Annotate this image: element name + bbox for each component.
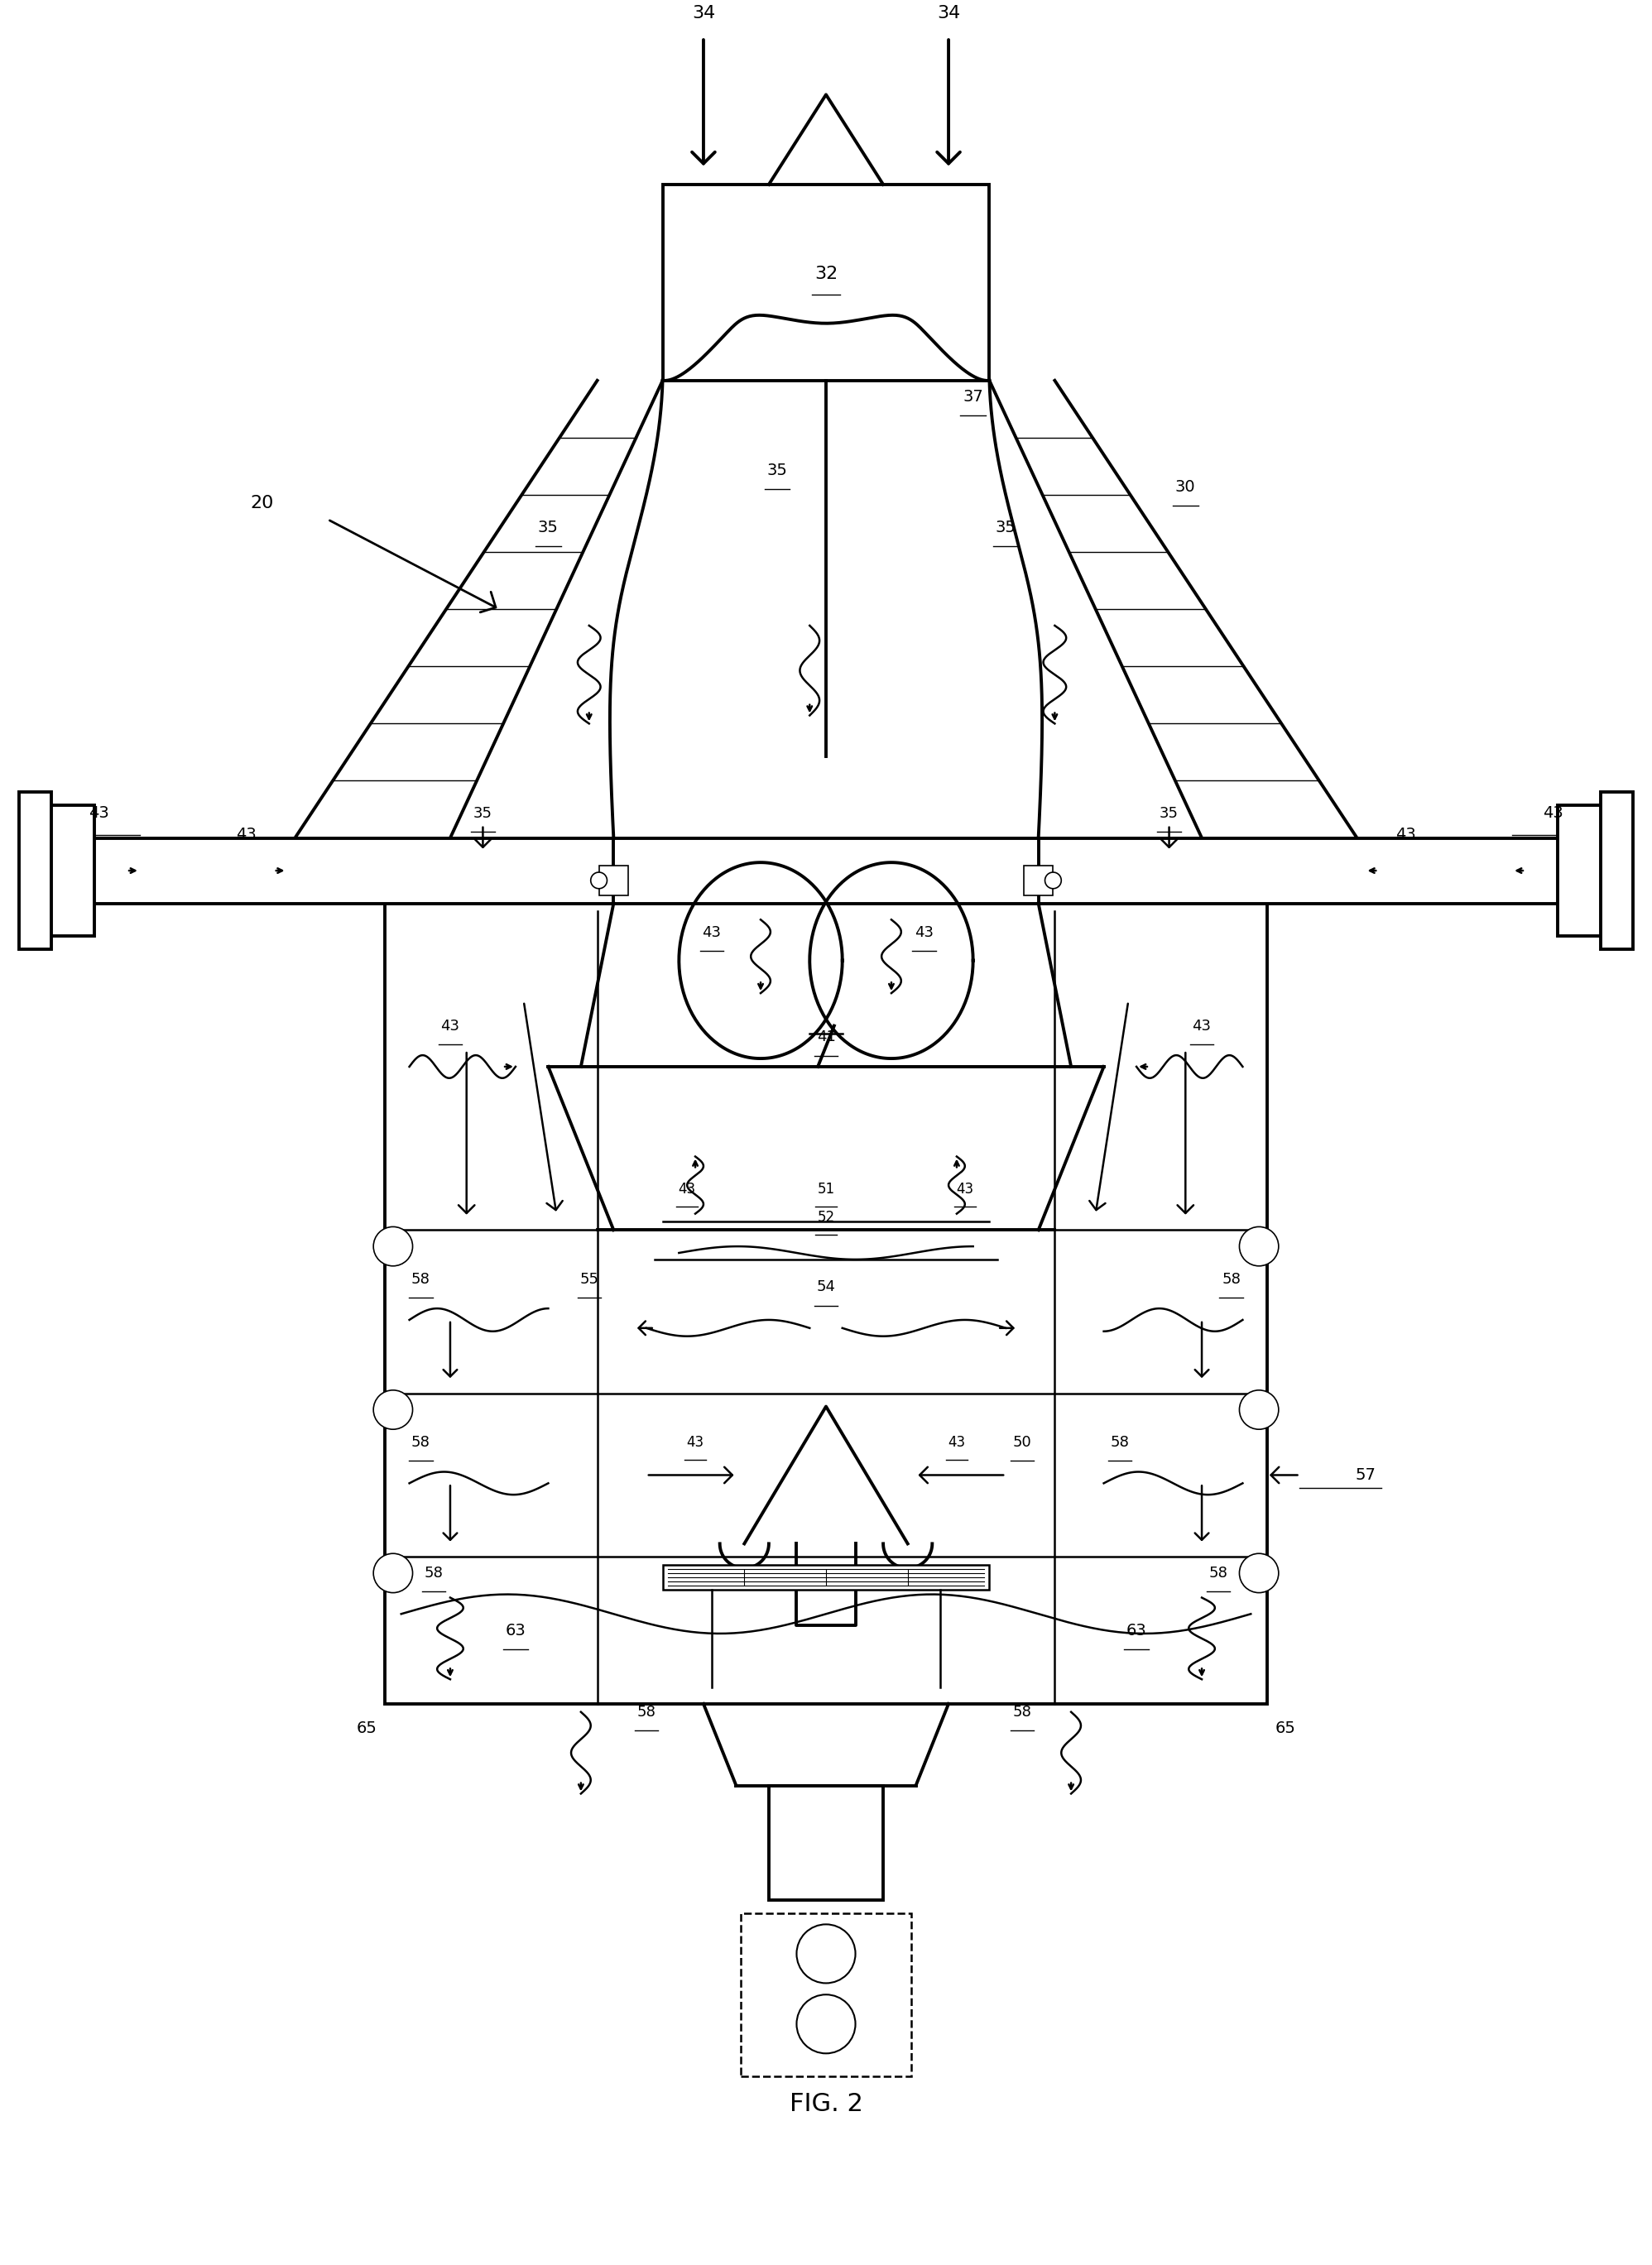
Text: 54: 54	[816, 1280, 836, 1296]
Circle shape	[796, 1995, 856, 2054]
Text: 58: 58	[1013, 1706, 1031, 1719]
Text: 43: 43	[679, 1182, 695, 1196]
Text: 37: 37	[963, 390, 983, 405]
Bar	[662, 183, 990, 381]
Text: 58: 58	[425, 1565, 443, 1581]
Bar	[18, 793, 51, 949]
Text: 43: 43	[236, 827, 256, 843]
Circle shape	[796, 1925, 856, 1984]
Text: 35: 35	[539, 519, 558, 535]
Circle shape	[373, 1391, 413, 1429]
Text: 41: 41	[816, 1031, 836, 1044]
Text: 63: 63	[1127, 1622, 1146, 1638]
Text: 43: 43	[957, 1182, 973, 1196]
Text: 51: 51	[818, 1182, 834, 1196]
Text: 58: 58	[411, 1436, 430, 1450]
Circle shape	[373, 1228, 413, 1266]
Bar	[91, 838, 613, 904]
Bar	[1039, 838, 1561, 904]
Text: 58: 58	[1110, 1436, 1130, 1450]
Circle shape	[1239, 1228, 1279, 1266]
Text: 65: 65	[1275, 1721, 1295, 1737]
Text: 35: 35	[996, 519, 1016, 535]
Text: 43: 43	[1193, 1019, 1211, 1033]
Text: 43: 43	[89, 806, 109, 822]
Bar	[1601, 793, 1634, 949]
Text: 34: 34	[692, 5, 715, 20]
Text: 52: 52	[818, 1210, 834, 1225]
Text: 43: 43	[441, 1019, 459, 1033]
Text: 35: 35	[1160, 806, 1178, 820]
Text: 50: 50	[1013, 1436, 1031, 1450]
Text: 43: 43	[1396, 827, 1416, 843]
Circle shape	[373, 1554, 413, 1592]
Text: 65: 65	[357, 1721, 377, 1737]
Text: 43: 43	[948, 1436, 965, 1450]
Text: 58: 58	[636, 1706, 656, 1719]
Text: 43: 43	[915, 924, 933, 940]
Bar	[600, 865, 628, 895]
Text: 58: 58	[411, 1271, 430, 1287]
Text: 43: 43	[702, 924, 722, 940]
Bar	[1024, 865, 1052, 895]
Text: 32: 32	[814, 265, 838, 283]
Text: 34: 34	[937, 5, 960, 20]
Bar	[385, 904, 1267, 1703]
Bar	[1558, 806, 1611, 935]
Circle shape	[591, 872, 606, 888]
Text: 58: 58	[1222, 1271, 1241, 1287]
Text: 55: 55	[580, 1271, 598, 1287]
Circle shape	[1239, 1554, 1279, 1592]
Bar	[662, 1565, 990, 1590]
Bar	[742, 1914, 910, 2077]
Text: 63: 63	[506, 1622, 525, 1638]
Text: 35: 35	[767, 462, 788, 478]
Circle shape	[1046, 872, 1061, 888]
Text: 57: 57	[1355, 1468, 1376, 1484]
Circle shape	[1239, 1391, 1279, 1429]
Text: 43: 43	[1543, 806, 1563, 822]
Bar	[768, 1785, 884, 1900]
Text: 58: 58	[1209, 1565, 1227, 1581]
Bar	[41, 806, 94, 935]
Text: 20: 20	[251, 494, 274, 512]
Text: 35: 35	[474, 806, 492, 820]
Text: FIG. 2: FIG. 2	[790, 2093, 862, 2116]
Text: 43: 43	[687, 1436, 704, 1450]
Text: 30: 30	[1175, 478, 1196, 494]
